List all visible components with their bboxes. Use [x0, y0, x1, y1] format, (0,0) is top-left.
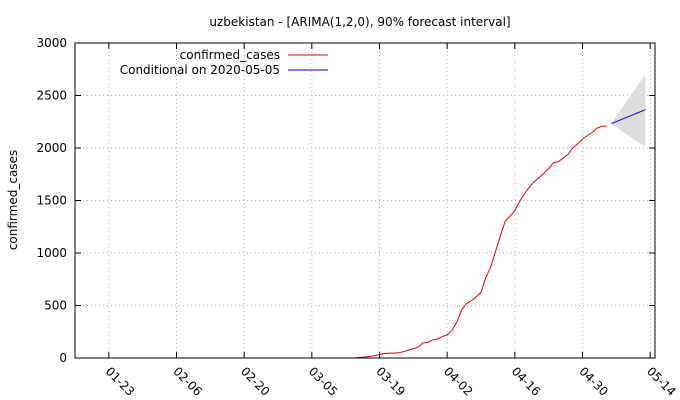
x-tick-label: 04-30: [576, 364, 611, 399]
y-tick-label: 3000: [36, 36, 67, 50]
y-tick-label: 2500: [36, 89, 67, 103]
legend: confirmed_cases Conditional on 2020-05-0…: [120, 48, 328, 77]
forecast-band-layer: [611, 74, 646, 147]
x-tick-label: 02-20: [238, 364, 273, 399]
legend-label-conditional: Conditional on 2020-05-05: [120, 63, 280, 77]
x-tick-label: 05-14: [644, 364, 679, 399]
y-tick-label: 1000: [36, 246, 67, 260]
series-layer: [355, 109, 646, 359]
y-tick-label: 0: [59, 351, 67, 365]
y-tick-label: 500: [44, 299, 67, 313]
legend-label-confirmed: confirmed_cases: [180, 48, 280, 62]
x-tick-label: 03-05: [306, 364, 341, 399]
y-tick-label: 2000: [36, 141, 67, 155]
x-tick-label: 04-02: [441, 364, 476, 399]
series-line-confirmed-cases: [355, 125, 607, 359]
x-tick-label: 04-16: [509, 364, 544, 399]
series-line-conditional-forecast: [611, 109, 646, 124]
y-axis-label: confirmed_cases: [6, 150, 20, 250]
ticks: 0 500 1000 1500 2000 2500 3000 01-23 02-06 02-20 0…: [36, 36, 678, 399]
x-tick-label: 03-19: [373, 364, 408, 399]
grid: [75, 43, 655, 358]
x-tick-label: 01-23: [103, 364, 138, 399]
x-tick-label: 02-06: [170, 364, 205, 399]
chart-title: uzbekistan - [ARIMA(1,2,0), 90% forecast…: [209, 15, 510, 29]
y-tick-label: 1500: [36, 194, 67, 208]
forecast-interval-band: [611, 74, 646, 147]
